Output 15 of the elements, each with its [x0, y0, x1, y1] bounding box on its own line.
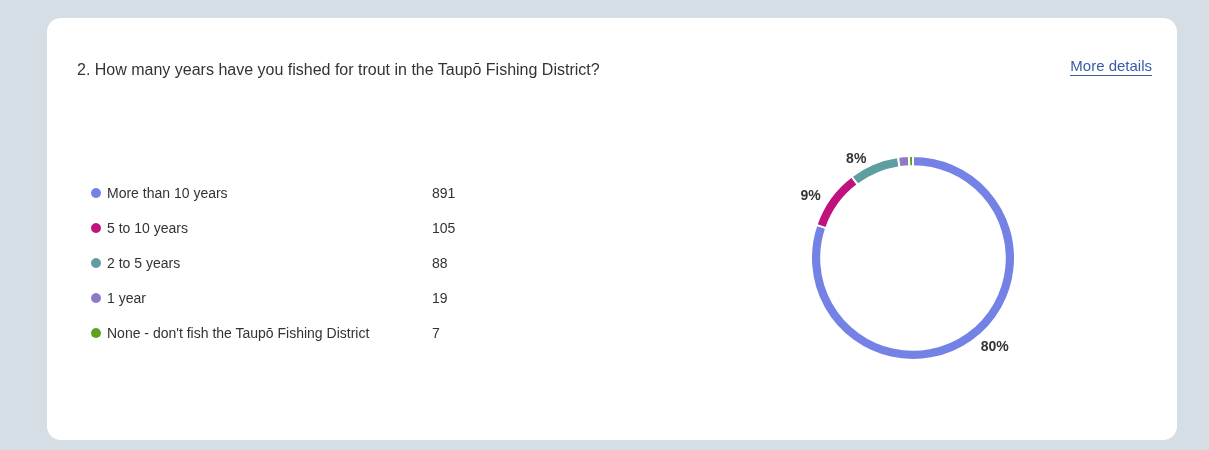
data-label: 8%	[846, 150, 867, 167]
legend-label: 1 year	[107, 290, 147, 306]
text: 891	[432, 185, 456, 201]
chart-title: 2. How many years have you fished for trout in the Taupō Fishing District?	[77, 60, 600, 78]
data-label: 9%	[800, 186, 822, 203]
legend-label: 5 to 10 years	[107, 220, 188, 236]
text: 88	[432, 255, 448, 271]
text: More details	[1070, 57, 1152, 76]
data-label: 80%	[980, 337, 1010, 354]
legend-label: 2 to 5 years	[107, 255, 181, 271]
legend-label: More than 10 years	[107, 185, 228, 201]
legend-label: None - don't fish the Taupō Fishing District	[107, 325, 370, 341]
text: 19	[432, 290, 448, 306]
text: 7	[432, 325, 440, 341]
text: 105	[432, 220, 456, 236]
